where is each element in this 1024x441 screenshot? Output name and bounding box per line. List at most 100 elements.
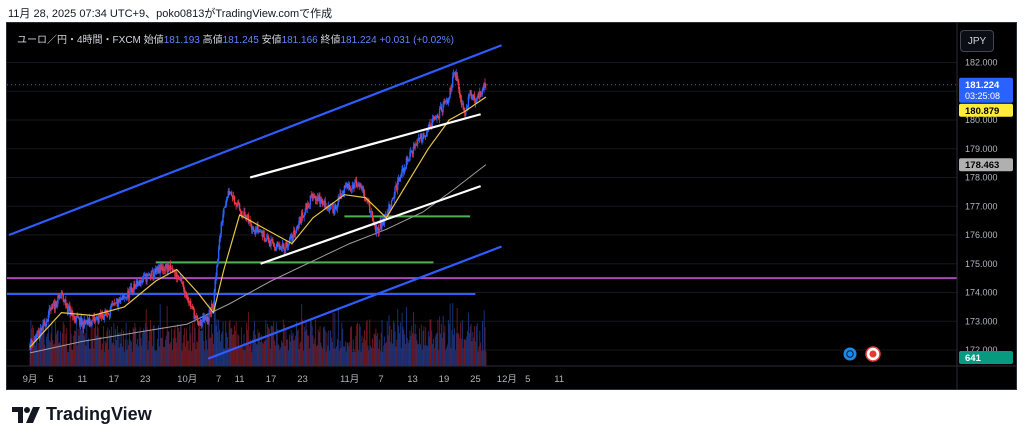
inner-channel-lower-line [260,185,482,265]
candle-body [155,268,157,272]
candle-body [91,319,93,326]
candle-body [434,117,436,120]
candle-body [388,204,390,213]
candle-body [76,315,78,317]
candle-body [316,197,319,201]
candle-body [185,291,188,297]
candle-body [197,321,200,326]
volume-bar [415,334,417,366]
x-tick-label: 11 [554,374,564,385]
candle-body [410,151,412,153]
chart-panel[interactable]: 172.000 173.000 174.000 175.000 176.000 177.0… [6,22,1017,390]
volume-bar [280,347,282,366]
candle-body [245,215,247,218]
volume-bar [104,340,106,366]
volume-bar [433,338,434,366]
x-tick-label: 13 [407,374,418,385]
volume-bar [466,336,468,366]
candle-body [207,321,209,323]
candle-body [100,313,102,318]
brand-name: TradingView [46,404,152,424]
volume-bar [87,340,89,366]
volume-bar [442,315,444,366]
candle-body [210,304,213,315]
candle-body [356,185,359,187]
volume-bar [157,338,159,366]
volume-bar [167,331,169,366]
candle-body [432,116,435,119]
x-tick-label: 11月 [340,374,359,385]
candle-body [420,133,422,142]
candle-body [53,302,56,309]
volume-bar [71,349,73,366]
volume-bar [190,333,192,366]
candle-body [52,302,55,306]
currency-button[interactable]: JPY [960,30,994,52]
symbol-label[interactable]: ユーロ／円・4時間・FXCM [17,35,141,46]
volume-bar [402,327,404,366]
volume-bar [110,326,112,366]
volume-bar [357,350,359,366]
volume-bar [210,336,212,366]
x-tick-label: 7 [216,374,221,385]
volume-bar [177,324,179,366]
volume-bar [97,328,99,366]
candle-body [406,157,408,161]
candle-body [256,225,258,230]
candle-body [115,302,118,304]
volume-bar [43,319,45,366]
volume-bar [254,334,256,366]
volume-bar [294,339,296,366]
candle-body [332,203,334,213]
volume-bar [352,339,354,366]
candle-body [310,195,312,197]
volume-bar [44,344,46,366]
volume-bar [233,325,235,366]
volume-bar [349,341,351,366]
volume-bar [312,335,314,366]
candle-body [202,316,204,322]
volume-bar [57,330,59,366]
candle-body [258,230,260,232]
volume-bar [283,324,285,366]
volume-bar [472,331,474,366]
volume-bar [454,328,455,366]
candle-body [110,304,112,308]
candle-body [86,320,88,324]
volume-bar [311,325,313,366]
volume-bar [382,351,384,366]
chart-canvas[interactable]: 172.000 173.000 174.000 175.000 176.000 177.0… [7,23,1016,389]
volume-bar [265,320,267,366]
candle-body [429,123,431,126]
candle-body [81,322,84,325]
x-tick-label: 11 [77,374,87,385]
volume-bar [385,341,387,366]
candle-body [450,87,452,91]
candle-body [312,193,314,198]
volume-bar [426,345,427,366]
volume-bar [82,329,84,366]
candle-body [90,321,92,326]
volume-bar [334,312,336,366]
candle-body [204,317,207,320]
y-tick-label: 180.000 [965,115,998,125]
volume-bar [344,341,346,366]
volume-bar [111,343,113,366]
candle-body [66,306,69,312]
candle-body [79,317,82,325]
volume-bar [276,329,278,366]
volume-bar [480,342,482,366]
candle-body [55,301,57,308]
volume-bar [444,325,446,366]
volume-bar [116,325,118,366]
volume-bar [172,338,174,366]
candle-body [95,318,98,319]
candle-body [279,244,281,250]
candle-body [403,167,405,173]
candle-body [77,316,79,319]
volume-bar [47,333,48,366]
volume-bar [478,346,480,366]
candle-body [320,199,322,204]
candle-body [336,205,339,209]
candle-body [93,317,95,321]
